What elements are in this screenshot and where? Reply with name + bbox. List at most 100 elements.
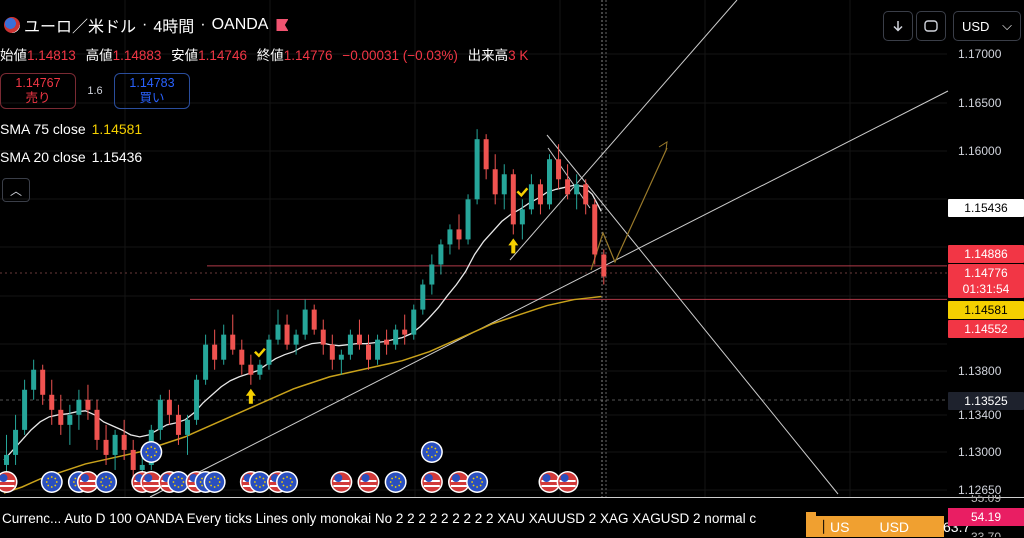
broker-label: OANDA [211, 16, 269, 33]
candle-body [583, 184, 589, 205]
candle-body [49, 394, 55, 410]
candle-body [212, 344, 218, 360]
download-button[interactable] [883, 11, 913, 41]
candle [556, 144, 562, 190]
candle-body [366, 344, 371, 360]
economic-panel[interactable]: ⎹ US USD 63.7 [806, 516, 970, 537]
candle-body [121, 434, 127, 450]
eu-event-icon [40, 471, 63, 493]
candle [347, 329, 353, 360]
svg-text:1.15436: 1.15436 [964, 201, 1008, 215]
candle [31, 359, 37, 400]
signal-check-icon [254, 347, 266, 358]
candle-body [203, 344, 209, 380]
open-value: 1.14813 [27, 48, 76, 63]
candle-body [85, 399, 91, 410]
collapse-legend-button[interactable]: ︿ [2, 178, 30, 202]
candle-body [329, 344, 335, 360]
candle-body [537, 184, 543, 205]
buy-button[interactable]: 1.14783 買い [114, 73, 190, 109]
fullscreen-button[interactable] [916, 11, 946, 41]
eu-event-icon [95, 471, 118, 493]
candle [492, 154, 498, 205]
sub-scale-mid: 54.19 [948, 508, 1024, 526]
indicator-sma75[interactable]: SMA 75 close 1.14581 [0, 121, 143, 137]
currency-select[interactable]: USD ⌵ [953, 11, 1021, 41]
candle [248, 354, 254, 385]
candle-body [139, 464, 145, 470]
candle [402, 314, 408, 345]
symbol-title[interactable]: ユーロ／米ドル [24, 19, 137, 36]
candle-body [194, 379, 200, 420]
candle [94, 399, 100, 450]
price-label: 1.14776 [948, 264, 1024, 282]
us-event-icon [140, 471, 163, 493]
symbol-flag-icon [4, 17, 20, 33]
candle [194, 374, 200, 425]
candle-body [40, 369, 46, 395]
bookmark-icon[interactable] [276, 19, 289, 31]
signal-arrow-up-icon [245, 388, 256, 404]
price-axis-tick: 1.16000 [958, 144, 1002, 158]
candle-body [510, 174, 516, 225]
candle-body [465, 199, 471, 240]
candle-body [31, 369, 37, 390]
timeframe-label[interactable]: 4時間 [153, 19, 195, 36]
trend-line-down [546, 134, 839, 495]
candle-body [257, 364, 263, 375]
eu-event-icon [384, 471, 407, 493]
candle [13, 414, 19, 465]
candle [411, 304, 417, 340]
candle [375, 334, 381, 365]
candle-body [601, 254, 607, 277]
chevron-up-icon: ︿ [9, 183, 22, 198]
svg-text:1.14581: 1.14581 [964, 303, 1008, 317]
candle-body [166, 399, 172, 415]
candle-body [76, 399, 82, 415]
candle [537, 179, 543, 215]
candle [338, 349, 344, 375]
candle-body [320, 329, 326, 345]
us-event-icon [420, 471, 443, 493]
candle [130, 439, 136, 480]
candle [393, 324, 399, 350]
candle [583, 179, 589, 215]
candle [311, 304, 317, 335]
candle-body [411, 309, 417, 335]
price-axis-tick: 1.17000 [958, 47, 1002, 61]
candle-body [67, 414, 73, 425]
candle-body [185, 419, 190, 435]
candle [275, 309, 281, 345]
candle-body [565, 179, 571, 195]
candle-body [501, 174, 507, 195]
candle-body [474, 139, 480, 200]
indicator-sma20[interactable]: SMA 20 close 1.15436 [0, 149, 143, 165]
price-axis-tick: 1.12650 [958, 483, 1002, 497]
candle-body [266, 339, 272, 365]
candle [67, 404, 73, 445]
candle-body [393, 329, 399, 345]
candle-body [438, 244, 444, 265]
candle [221, 324, 227, 365]
candle-body [284, 324, 290, 345]
eu-event-icon [203, 471, 226, 493]
candle [574, 174, 580, 210]
candle [438, 239, 444, 275]
eu-event-icon [167, 471, 190, 493]
candle [239, 339, 245, 375]
us-event-icon [330, 471, 353, 493]
candle-body [175, 414, 181, 435]
candle [157, 394, 163, 440]
indicator-strip-text[interactable]: Currenc... Auto D 100 OANDA Every ticks … [2, 511, 757, 526]
candle [329, 334, 335, 370]
trend-line-lower [149, 90, 949, 498]
candle [203, 334, 209, 385]
candle [447, 224, 453, 255]
candle [592, 199, 598, 265]
candle-body [302, 309, 308, 335]
candle [519, 199, 525, 240]
sell-button[interactable]: 1.14767 売り [0, 73, 76, 109]
candle-body [275, 324, 281, 340]
candle-body [375, 339, 381, 360]
